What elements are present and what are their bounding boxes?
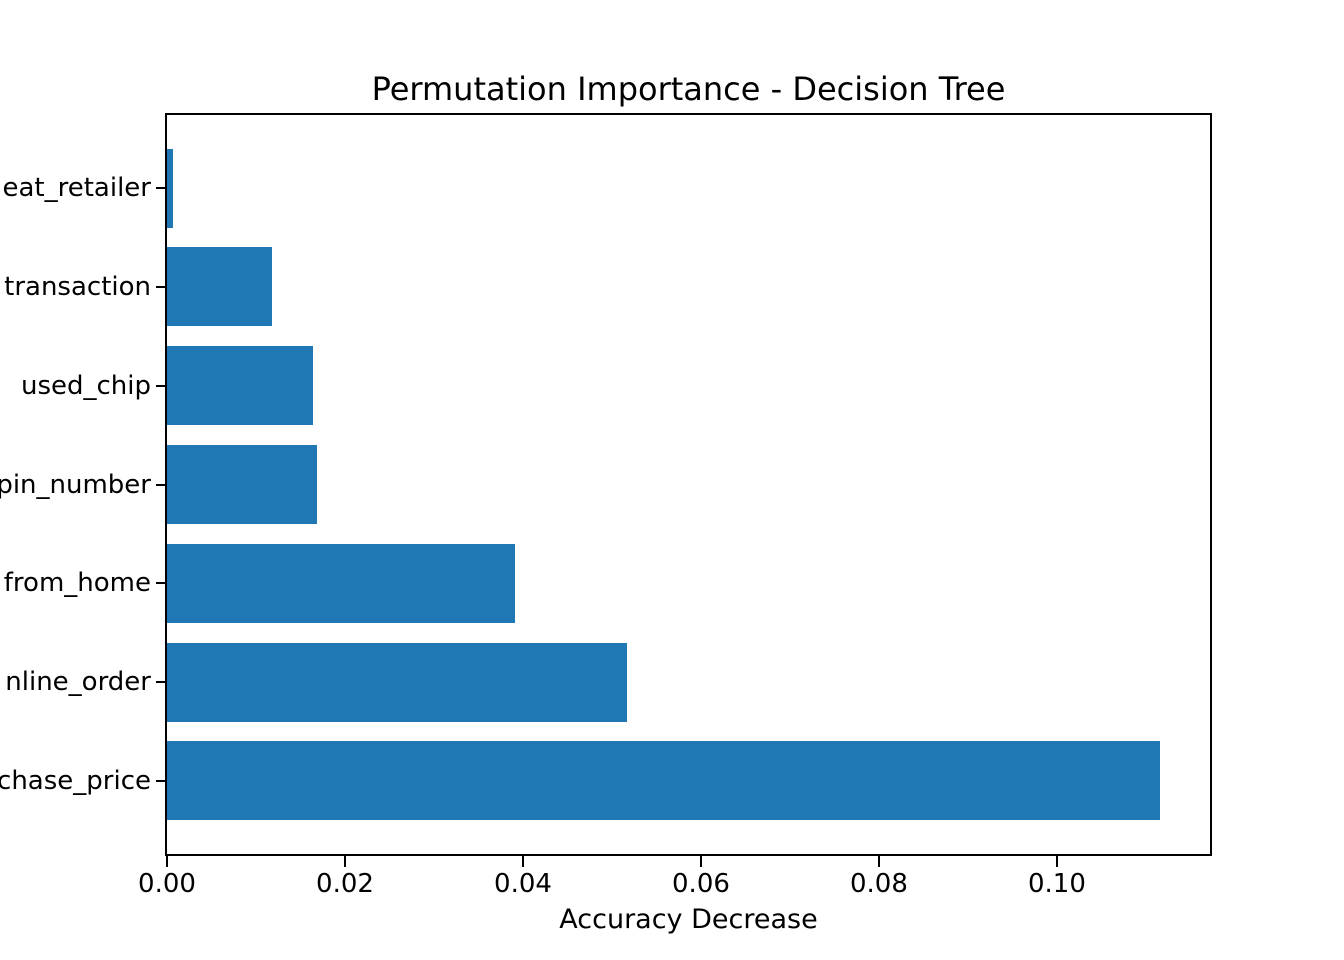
chart-title: Permutation Importance - Decision Tree <box>371 70 1006 108</box>
x-tick-mark <box>521 856 524 867</box>
x-axis-label: Accuracy Decrease <box>559 904 818 935</box>
x-tick-label: 0.06 <box>672 869 730 899</box>
bar <box>167 741 1161 821</box>
x-tick-mark <box>877 856 880 867</box>
y-tick-label: nline_order <box>5 667 151 698</box>
bar <box>167 642 628 722</box>
bar <box>167 444 318 524</box>
x-tick-label: 0.04 <box>494 869 552 899</box>
plot-area <box>167 115 1210 854</box>
y-tick-label: used_chip <box>20 370 151 401</box>
bar <box>167 247 272 327</box>
bar <box>167 148 174 228</box>
x-tick-mark <box>343 856 346 867</box>
bar <box>167 346 313 426</box>
x-tick-label: 0.00 <box>138 869 196 899</box>
y-tick-label: chase_price <box>0 765 151 796</box>
y-tick-mark <box>156 779 165 782</box>
x-tick-mark <box>699 856 702 867</box>
y-tick-label: pin_number <box>0 469 151 500</box>
bar <box>167 543 515 623</box>
y-tick-mark <box>156 582 165 585</box>
y-tick-mark <box>156 187 165 190</box>
x-tick-label: 0.08 <box>849 869 908 899</box>
y-tick-label: from_home <box>3 568 151 599</box>
y-tick-mark <box>156 285 165 288</box>
y-tick-mark <box>156 384 165 387</box>
x-tick-label: 0.10 <box>1027 869 1086 899</box>
x-tick-mark <box>1055 856 1058 867</box>
y-tick-label: transaction <box>4 271 151 302</box>
x-tick-label: 0.02 <box>316 869 374 899</box>
x-tick-mark <box>166 856 168 867</box>
y-tick-mark <box>156 681 165 684</box>
y-tick-mark <box>156 483 165 486</box>
y-tick-label: eat_retailer <box>2 173 152 204</box>
